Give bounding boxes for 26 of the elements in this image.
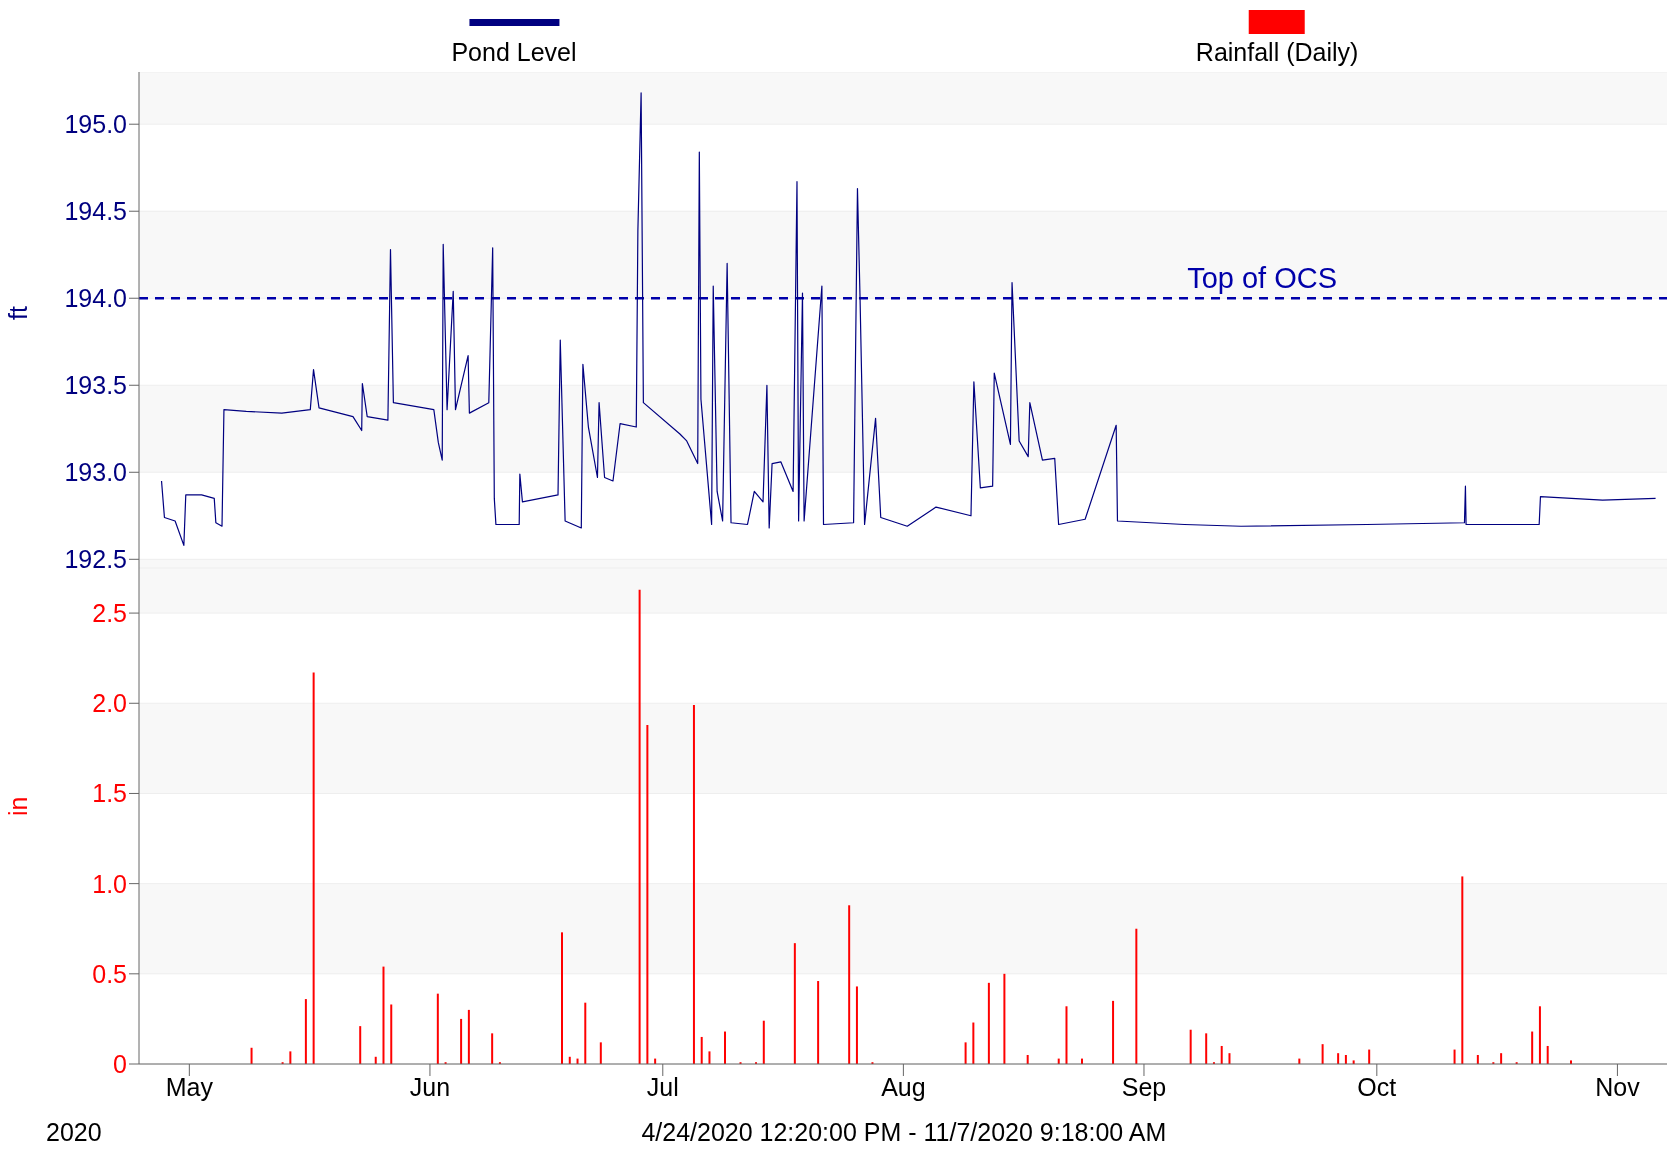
y-tick-label: 2.0 xyxy=(92,689,127,718)
y-tick-label: 1.5 xyxy=(92,779,127,808)
y-tick-label: 194.0 xyxy=(64,284,127,313)
text: 4/24/2020 12:20:00 PM - 11/7/2020 9:18:00 AM xyxy=(641,1118,1167,1147)
text: 2020 xyxy=(46,1118,102,1147)
y-tick-label: 193.5 xyxy=(64,371,127,400)
y-tick-label: 0.5 xyxy=(92,959,127,988)
legend-label: Rainfall (Daily) xyxy=(1195,38,1359,67)
y-tick-label: 1.0 xyxy=(92,869,127,898)
y-tick-label: 192.5 xyxy=(64,545,127,574)
x-tick-label: Nov xyxy=(1595,1072,1641,1101)
x-tick-label: Jul xyxy=(646,1072,679,1101)
x-tick-label: Aug xyxy=(881,1072,926,1101)
y-axis-title: ft xyxy=(3,306,32,320)
y-tick-label: 2.5 xyxy=(92,598,127,627)
x-tick-label: May xyxy=(165,1072,214,1101)
y-axis-title: in xyxy=(3,796,32,816)
y-tick-label: 0 xyxy=(113,1049,127,1078)
x-tick-label: Sep xyxy=(1121,1072,1167,1101)
x-tick-label: Oct xyxy=(1357,1072,1397,1101)
ref-line-label: Top of OCS xyxy=(1187,262,1338,295)
y-tick-label: 193.0 xyxy=(64,458,127,487)
legend-label: Pond Level xyxy=(451,38,577,67)
y-tick-label: 194.5 xyxy=(64,197,127,226)
y-tick-label: 195.0 xyxy=(64,110,127,139)
x-tick-label: Jun xyxy=(409,1072,451,1101)
